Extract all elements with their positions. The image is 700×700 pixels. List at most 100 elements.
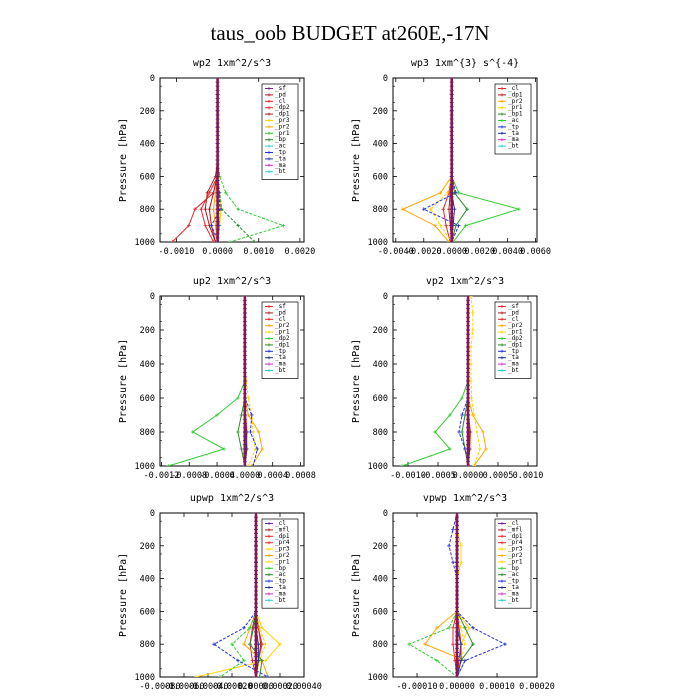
legend-label: _pr1 <box>508 104 523 111</box>
data-point-marker <box>400 464 404 466</box>
legend-label: _ac <box>508 117 519 124</box>
legend-marker <box>500 305 504 308</box>
legend-marker <box>267 151 271 154</box>
x-tick-label: -0.0010 <box>390 471 426 481</box>
y-tick-label: 0 <box>383 292 388 302</box>
x-tick-label: 0.0000 <box>436 247 467 257</box>
x-tick-label: -0.00060 <box>164 682 205 692</box>
legend-marker <box>267 324 271 328</box>
panel-title: wp3 1xm^{3} s^{-4} <box>411 58 519 69</box>
x-tick-label: -0.0008 <box>171 471 207 481</box>
y-axis-label: Pressure [hPa] <box>351 339 362 423</box>
panel-title: vp2 1xm^2/s^3 <box>426 276 504 287</box>
x-tick-label: 0.0020 <box>285 247 316 257</box>
legend-marker <box>500 522 504 525</box>
legend-label: _ta <box>275 354 286 361</box>
legend-marker <box>500 573 504 577</box>
y-tick-label: 400 <box>373 575 388 585</box>
legend-label: _cl <box>275 520 286 527</box>
y-tick-label: 1000 <box>368 462 388 472</box>
legend-label: _dp2 <box>275 335 290 342</box>
legend-box <box>261 301 299 379</box>
y-tick-label: 400 <box>140 360 155 370</box>
data-point-marker <box>257 675 262 677</box>
data-point-marker <box>170 240 175 242</box>
legend-marker <box>500 125 504 129</box>
x-tick-label: -0.0004 <box>199 471 235 481</box>
legend-label: _ma <box>508 590 519 597</box>
legend-marker <box>267 87 271 90</box>
legend-label: _bp <box>275 136 286 143</box>
data-point-marker <box>451 240 455 242</box>
data-point-marker <box>407 642 411 646</box>
data-point-marker <box>463 658 467 663</box>
legend-box <box>494 518 532 609</box>
legend-label: _dp1 <box>508 533 523 540</box>
data-point-marker <box>423 642 427 646</box>
series-line-pr1 <box>470 296 481 466</box>
legend-label: _bt <box>508 597 519 604</box>
panel-title: upwp 1xm^2/s^3 <box>190 493 274 504</box>
data-point-marker <box>438 223 443 228</box>
panel-6: vpwp 1xm^2/s^3 0 200 400 600 800 1000 Pressure … <box>351 493 555 692</box>
legend-marker <box>267 554 271 557</box>
legend-marker <box>267 522 271 525</box>
y-tick-label: 200 <box>373 542 388 552</box>
data-point-marker <box>263 642 268 646</box>
legend-label: _sf <box>508 303 519 310</box>
legend-label: _dp1 <box>275 341 290 348</box>
data-point-marker <box>190 430 195 434</box>
legend-marker <box>500 586 504 589</box>
legend-label: _pr2 <box>508 552 523 559</box>
legend: _cl_mfl_dp1_pr4_pr3_pr2_pr1_bp_ac_tp_ta_… <box>494 518 532 609</box>
y-tick-label: 800 <box>373 640 388 650</box>
legend-label: _bt <box>508 143 519 150</box>
data-point-marker <box>207 191 212 195</box>
legend-label: _sf <box>275 85 286 92</box>
legend-marker <box>500 566 504 570</box>
legend-marker <box>267 356 271 360</box>
legend-label: _pr2 <box>275 322 290 329</box>
series-line-dp2 <box>200 78 219 242</box>
data-point-marker <box>236 207 240 211</box>
data-point-marker <box>236 658 240 663</box>
legend-label: _mfl <box>275 526 290 533</box>
plot-frame <box>392 512 538 678</box>
data-point-marker <box>209 223 214 228</box>
y-axis-label: Pressure [hPa] <box>118 118 129 202</box>
legend-label: _pr2 <box>508 322 523 329</box>
panel-5: upwp 1xm^2/s^3 0 200 400 600 800 1000 Pressure … <box>118 493 322 692</box>
legend-marker <box>267 528 271 532</box>
x-tick-label: 0.0005 <box>483 471 514 481</box>
data-point-marker <box>471 311 475 315</box>
legend-marker <box>500 93 504 97</box>
data-point-marker <box>463 223 468 228</box>
data-point-marker <box>248 642 252 646</box>
plot-frame <box>392 295 538 467</box>
legend-label: _pd <box>508 309 519 316</box>
data-point-marker <box>454 191 458 195</box>
legend-marker <box>267 369 271 372</box>
x-tick-label: 0.0004 <box>257 471 288 481</box>
series-line-bp <box>217 78 255 242</box>
legend: _sf_pd_cl_pr2_pr1_dp2_dp1_tp_ta_ma_bt <box>494 301 532 379</box>
legend-label: _cl <box>508 520 519 527</box>
legend-marker <box>500 554 504 557</box>
data-point-marker <box>250 413 254 417</box>
data-point-marker <box>469 296 473 298</box>
legend-label: _ma <box>508 136 519 143</box>
y-tick-label: 600 <box>373 172 388 182</box>
legend-label: _dp1 <box>508 91 523 98</box>
data-point-marker <box>459 544 463 548</box>
legend-label: _cl <box>508 316 519 323</box>
data-point-marker <box>433 223 437 228</box>
panel-title: vpwp 1xm^2/s^3 <box>423 493 507 504</box>
data-point-marker <box>242 658 246 663</box>
data-point-marker <box>246 396 251 400</box>
legend-label: _bt <box>508 367 519 374</box>
legend-label: _ma <box>275 162 286 169</box>
data-point-marker <box>478 447 482 451</box>
legend-marker <box>267 592 271 596</box>
y-tick-label: 0 <box>150 292 155 302</box>
legend-marker <box>500 579 504 583</box>
